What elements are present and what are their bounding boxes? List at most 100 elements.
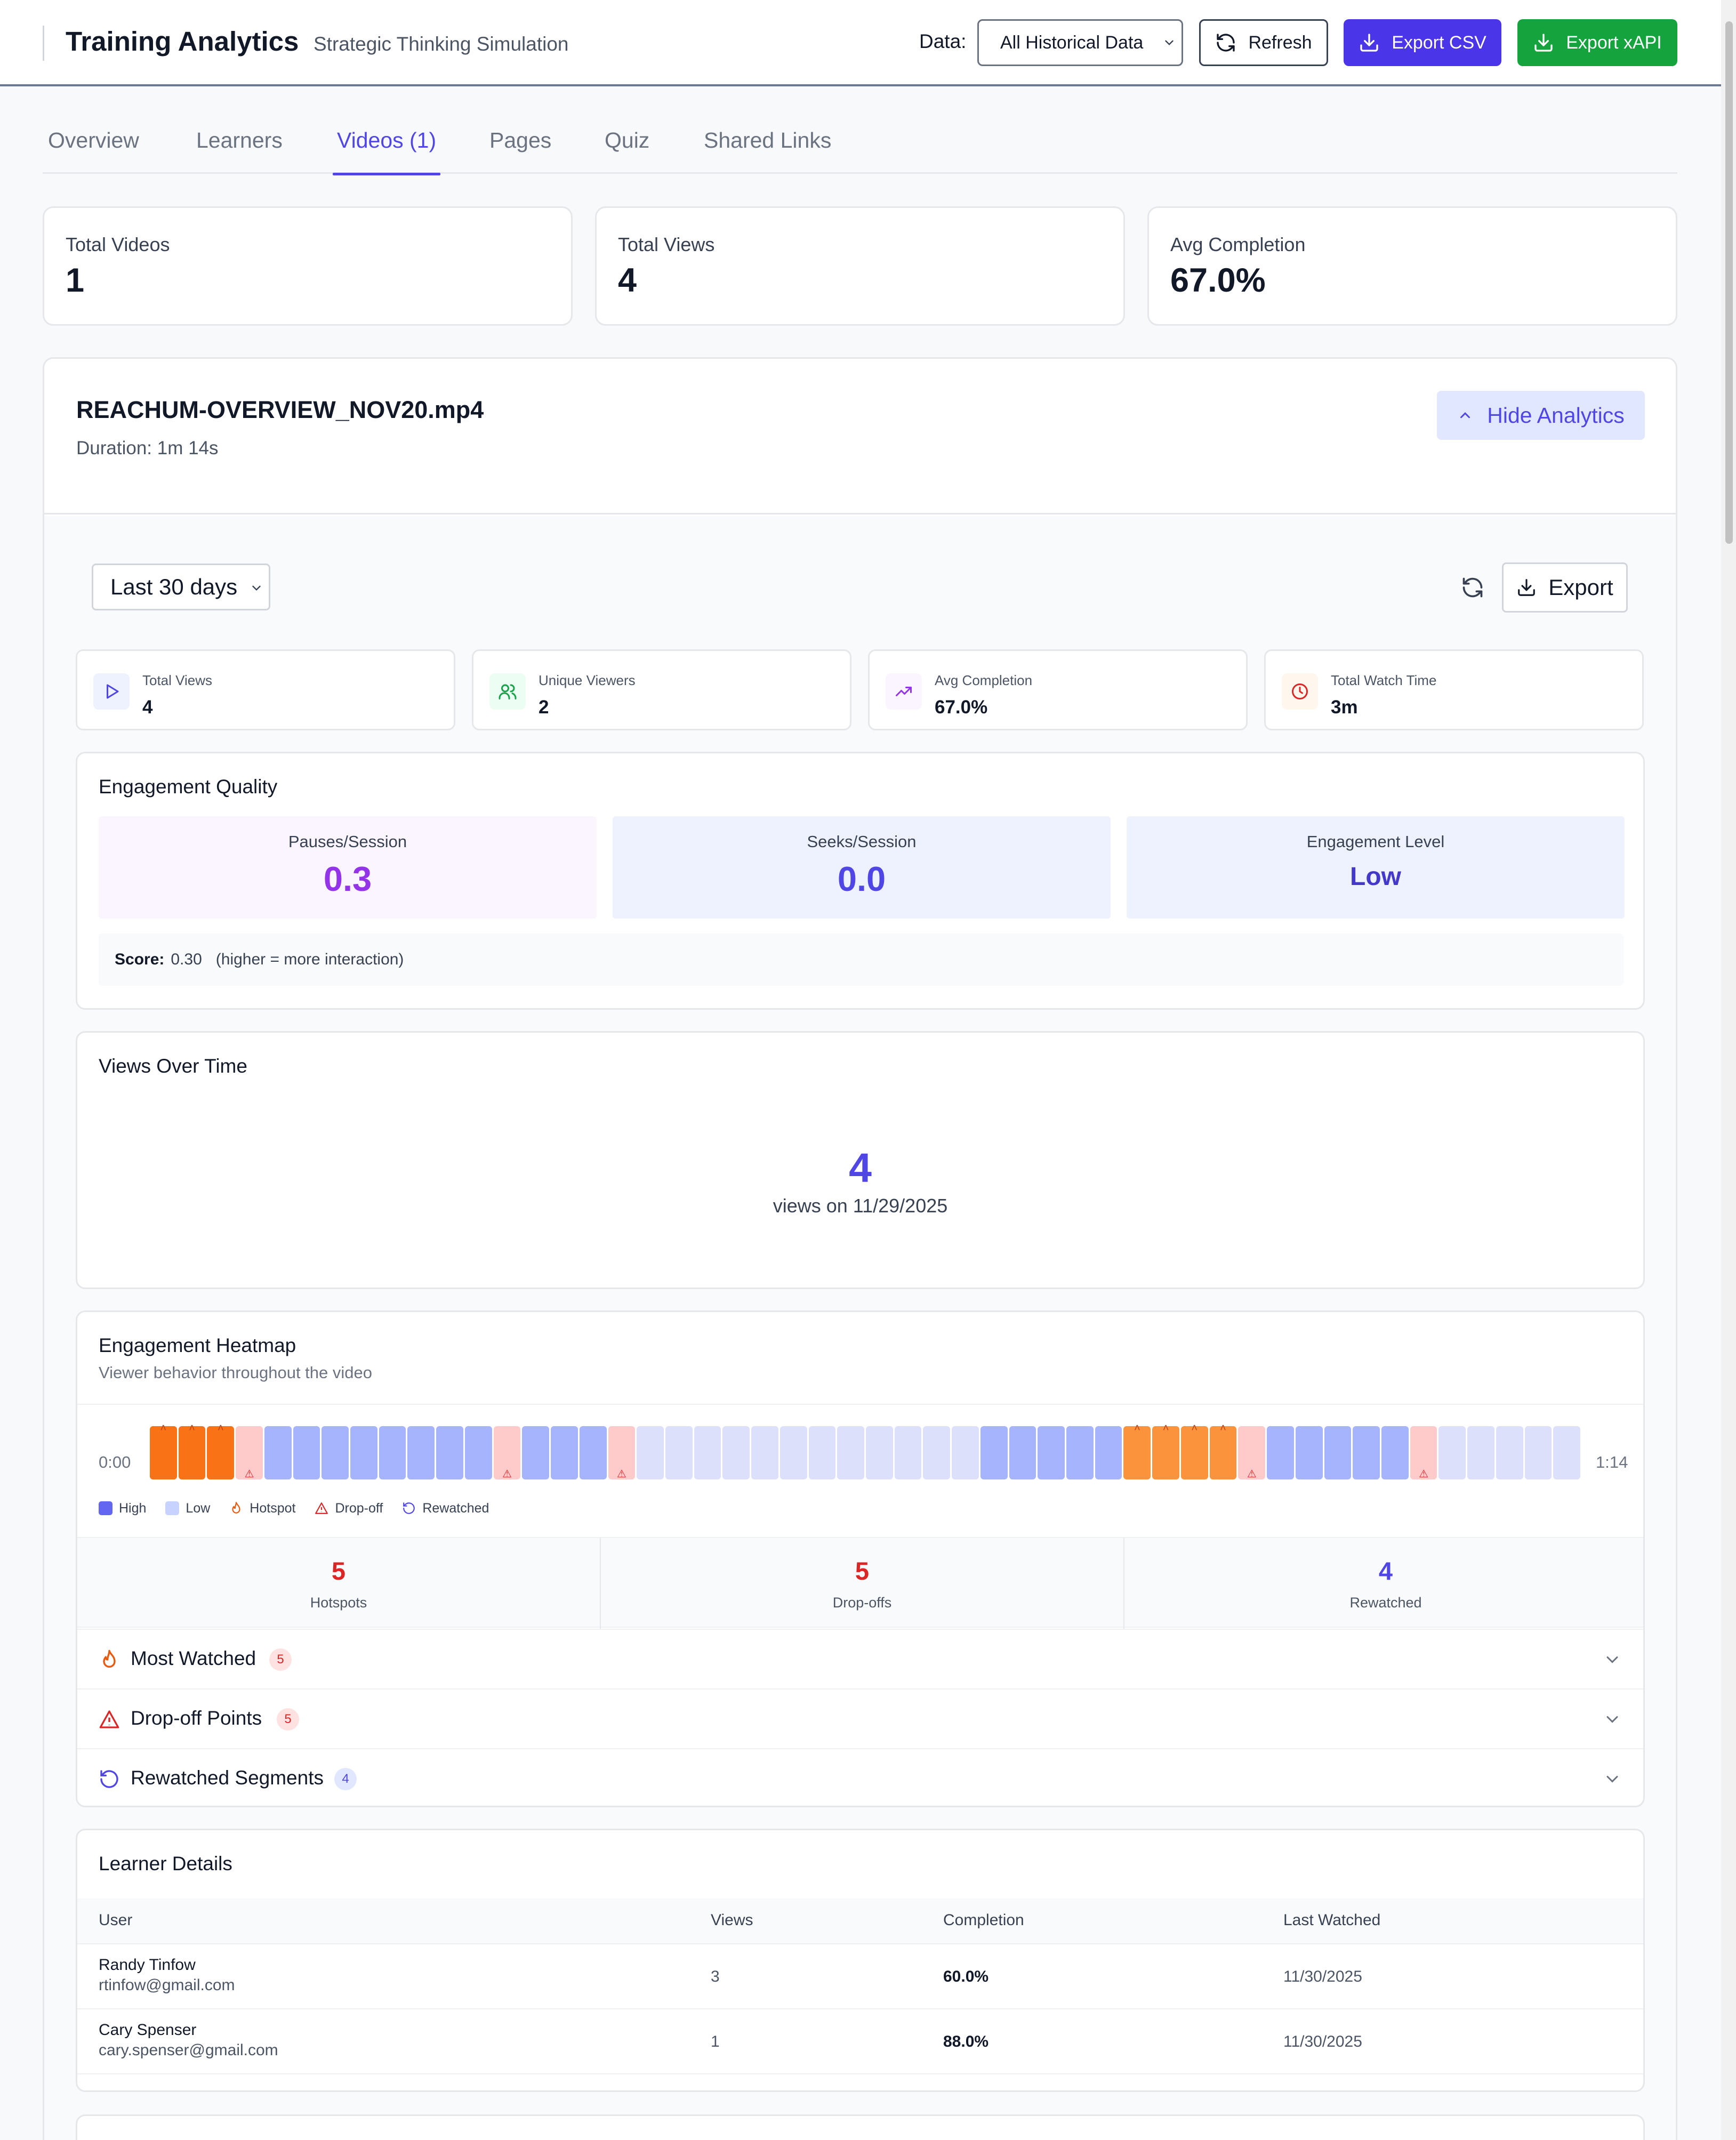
heatmap-segment-high[interactable] (1038, 1426, 1065, 1479)
heatmap-segment-warm[interactable]: ˄ (1209, 1423, 1237, 1479)
seeks-value: 0.0 (837, 859, 886, 898)
heatmap-segment-low[interactable] (722, 1426, 750, 1479)
heatmap-segment-high[interactable] (1095, 1426, 1122, 1479)
heatmap-segment-low[interactable] (866, 1426, 893, 1479)
heatmap-segment-low[interactable] (779, 1426, 807, 1479)
dropoff-points-accordion[interactable]: Drop-off Points 5 (77, 1688, 1643, 1748)
heatmap-segment-low[interactable] (808, 1426, 836, 1479)
heatmap-segment-high[interactable] (1381, 1426, 1409, 1479)
chevron-down-icon (252, 585, 261, 591)
refresh-button[interactable]: Refresh (1199, 19, 1328, 66)
export-xapi-label: Export xAPI (1566, 32, 1662, 53)
heatmap-segment-high[interactable] (322, 1426, 349, 1479)
heatmap-segment-high[interactable] (551, 1426, 578, 1479)
export-csv-button[interactable]: Export CSV (1344, 19, 1501, 66)
dropoff-marker: ⚠ (244, 1468, 254, 1480)
clock-icon (1282, 673, 1318, 710)
heatmap-segment-hot[interactable]: ˄ (207, 1423, 235, 1479)
heatmap-segment-warm[interactable]: ˄ (1123, 1423, 1151, 1479)
heatmap-segment-hot[interactable]: ˄ (150, 1423, 177, 1479)
tab-videos[interactable]: Videos (1) (333, 128, 441, 175)
heatmap-segment-high[interactable] (293, 1426, 320, 1479)
heatmap-segment-low[interactable] (952, 1426, 979, 1479)
heatmap-start-time: 0:00 (99, 1453, 131, 1471)
heatmap-segment-warm[interactable]: ˄ (1152, 1423, 1179, 1479)
date-range-value: Last 30 days (110, 574, 238, 599)
export-xapi-button[interactable]: Export xAPI (1517, 19, 1677, 66)
views-over-time-card: Views Over Time 4 views on 11/29/2025 (76, 1031, 1645, 1289)
heatmap-segment-low[interactable] (923, 1426, 951, 1479)
table-row[interactable]: Randy Tinfow rtinfow@gmail.com 3 60.0% 1… (77, 1944, 1643, 2009)
warning-icon (315, 1502, 328, 1514)
export-button[interactable]: Export (1502, 562, 1628, 613)
section-title: Views Over Time (99, 1055, 247, 1077)
heatmap-segment-high[interactable] (407, 1426, 435, 1479)
heatmap-segment-low[interactable] (1467, 1426, 1494, 1479)
heatmap-segment-low[interactable] (1496, 1426, 1523, 1479)
hotspot-marker: ˄ (1191, 1422, 1198, 1434)
heatmap-segment-hot[interactable]: ˄ (178, 1423, 206, 1479)
table-row[interactable]: Cary Spenser cary.spenser@gmail.com 1 88… (77, 2009, 1643, 2074)
rewatched-segments-accordion[interactable]: Rewatched Segments 4 (77, 1748, 1643, 1806)
heatmap-segment-drop[interactable]: ⚠ (493, 1426, 521, 1479)
heatmap-segment-low[interactable] (1524, 1426, 1552, 1479)
heatmap-segment-low[interactable] (1553, 1426, 1580, 1479)
engagement-level-box: Engagement Level Low (1127, 816, 1625, 919)
divider (1123, 1538, 1124, 1629)
heatmap-segment-warm[interactable]: ˄ (1180, 1422, 1208, 1479)
legend-dropoff: Drop-off (315, 1501, 383, 1516)
heatmap-segment-high[interactable] (436, 1426, 463, 1479)
stat-label: Total Views (618, 234, 715, 255)
scrollbar-thumb[interactable] (1725, 21, 1733, 544)
heatmap-segment-high[interactable] (1009, 1426, 1036, 1479)
heatmap-segment-low[interactable] (1438, 1426, 1466, 1479)
heatmap-segment-low[interactable] (894, 1426, 922, 1479)
heatmap-segment-drop[interactable]: ⚠ (608, 1426, 636, 1479)
date-range-select[interactable]: Last 30 days (92, 564, 270, 610)
heatmap-segment-high[interactable] (379, 1426, 406, 1479)
most-watched-accordion[interactable]: Most Watched 5 (77, 1629, 1643, 1688)
count-badge: 4 (334, 1768, 357, 1790)
heatmap-segment-high[interactable] (264, 1426, 292, 1479)
heatmap-segment-high[interactable] (1324, 1426, 1352, 1479)
heatmap-segment-high[interactable] (1295, 1426, 1323, 1479)
heatmap-segment-high[interactable] (579, 1426, 607, 1479)
header-divider (43, 26, 44, 61)
heatmap-segment-drop[interactable]: ⚠ (1410, 1426, 1437, 1479)
heatmap-segment-high[interactable] (1267, 1426, 1294, 1479)
tab-learners[interactable]: Learners (196, 128, 283, 174)
heatmap-segment-high[interactable] (1353, 1426, 1380, 1479)
data-source-select[interactable]: All Historical Data (977, 19, 1183, 66)
views-count: 4 (849, 1145, 872, 1191)
heatmap-segment-low[interactable] (751, 1426, 778, 1479)
heatmap-segment-high[interactable] (522, 1426, 550, 1479)
video-header: REACHUM-OVERVIEW_NOV20.mp4 Duration: 1m … (44, 359, 1676, 514)
pauses-label: Pauses/Session (288, 832, 407, 851)
tab-pages[interactable]: Pages (489, 128, 551, 174)
mini-stat-unique-viewers: Unique Viewers 2 (472, 649, 851, 730)
heatmap-segment-high[interactable] (350, 1426, 377, 1479)
heatmap-segment-high[interactable] (1066, 1426, 1094, 1479)
engagement-level-label: Engagement Level (1306, 832, 1445, 851)
legend-swatch (165, 1501, 180, 1515)
data-label: Data: (919, 30, 967, 52)
chevron-up-icon (1460, 412, 1470, 419)
tab-shared-links[interactable]: Shared Links (704, 128, 831, 174)
heatmap-segment-low[interactable] (694, 1426, 721, 1479)
tab-overview[interactable]: Overview (48, 128, 139, 174)
stat-label: Total Videos (66, 234, 170, 255)
flame-icon (103, 1650, 116, 1668)
heatmap-segment-low[interactable] (637, 1426, 664, 1479)
heatmap-segment-low[interactable] (665, 1426, 693, 1479)
trending-up-icon (886, 673, 922, 710)
refresh-icon[interactable] (1461, 576, 1484, 599)
heatmap-segment-low[interactable] (837, 1426, 864, 1479)
heatmap-segment-drop[interactable]: ⚠ (236, 1426, 263, 1479)
heatmap-segment-high[interactable] (464, 1426, 492, 1479)
legend-high: High (99, 1501, 146, 1516)
tab-quiz[interactable]: Quiz (605, 128, 649, 174)
heatmap-segment-high[interactable] (980, 1426, 1008, 1479)
legend-label: Drop-off (335, 1500, 383, 1516)
hide-analytics-button[interactable]: Hide Analytics (1437, 391, 1645, 440)
heatmap-segment-drop[interactable]: ⚠ (1238, 1426, 1266, 1479)
